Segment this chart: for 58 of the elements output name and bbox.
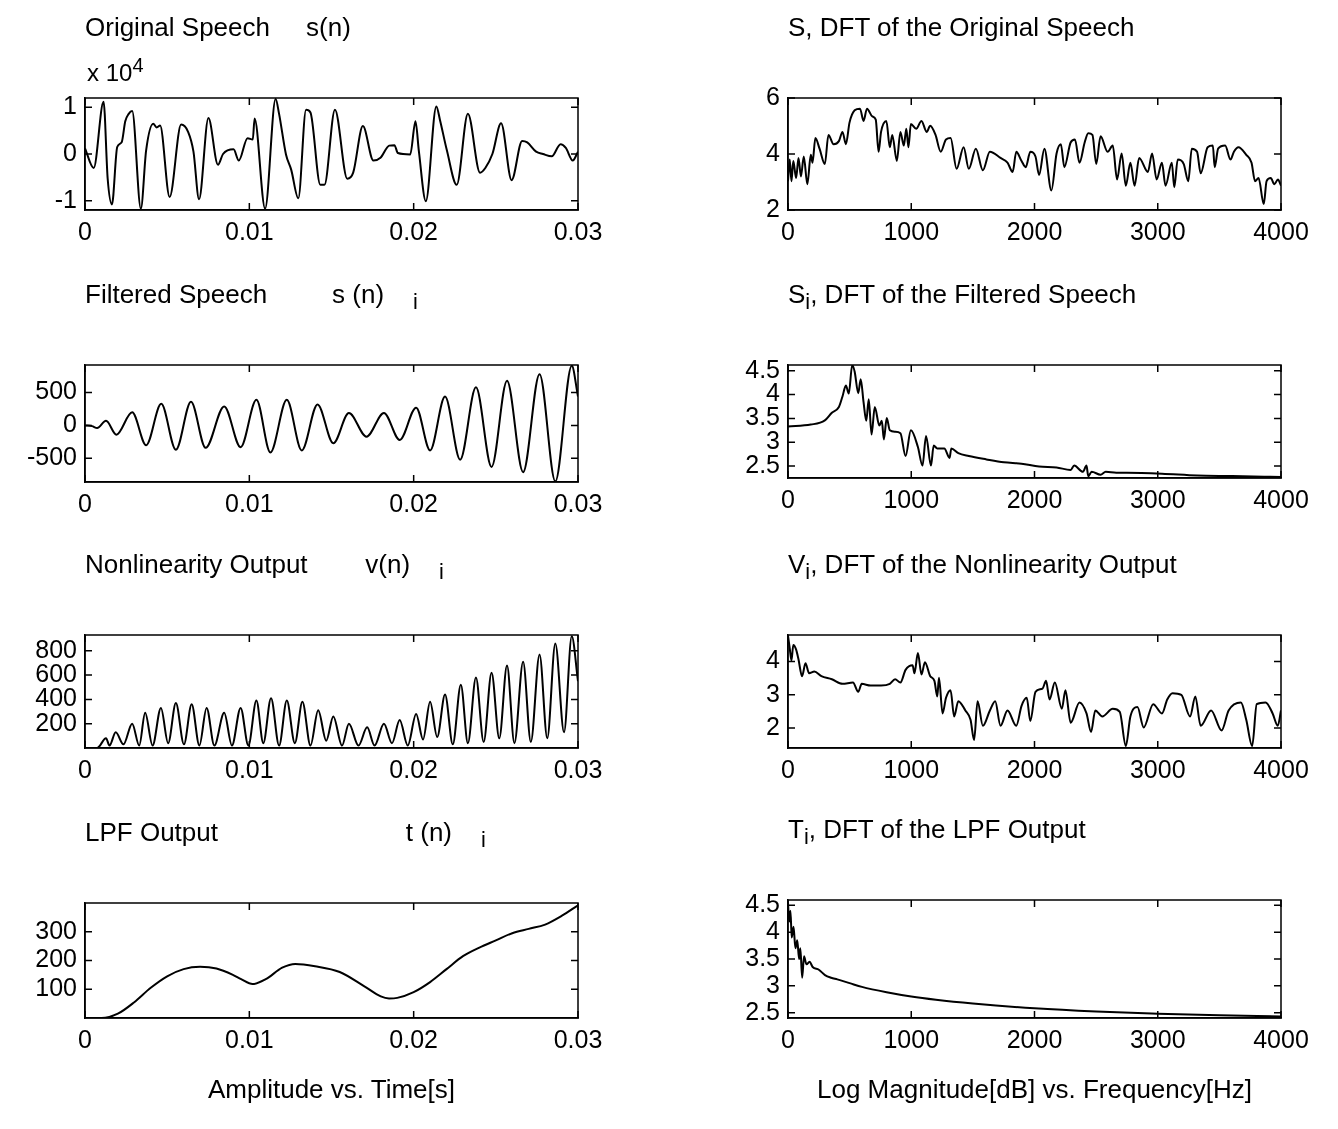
- chart-title: S, DFT of the Original Speech: [788, 12, 1135, 42]
- y-tick-label: 3: [766, 678, 780, 707]
- x-tick-label: 1000: [883, 754, 940, 783]
- chart-title: V$_{i}$, DFT of the Nonlinearity Output: [788, 549, 1177, 587]
- y-tick-label: 200: [35, 944, 77, 973]
- x-tick-label: 2000: [1006, 216, 1063, 245]
- x-tick-label: 0.01: [225, 1024, 274, 1053]
- x-tick-label: 0.01: [225, 488, 274, 517]
- y-tick-label: 100: [35, 973, 77, 1002]
- line-series: [85, 98, 578, 210]
- x-axis-title: Log Magnitude[dB] vs. Frequency[Hz]: [816, 1074, 1253, 1104]
- line-series: [85, 365, 578, 482]
- y-tick-label: -500: [26, 442, 77, 471]
- y-tick-label: 4: [766, 137, 781, 166]
- x-tick-label: 1000: [883, 216, 940, 245]
- y-tick-label: 300: [35, 915, 77, 944]
- chart-title: S$_{i}$, DFT of the Filtered Speech: [788, 279, 1137, 317]
- x-tick-label: 2000: [1006, 484, 1063, 513]
- y-tick-label: 500: [35, 376, 77, 405]
- x-tick-label: 0.01: [225, 216, 274, 245]
- x-tick-label: 4000: [1253, 754, 1309, 783]
- x-tick-label: 2000: [1006, 1024, 1063, 1053]
- x-tick-label: 3000: [1129, 216, 1186, 245]
- x-tick-label: 1000: [883, 484, 940, 513]
- x-tick-label: 0.03: [553, 1024, 603, 1053]
- x-axis-title: Amplitude vs. Time[s]: [206, 1074, 457, 1104]
- chart-title: Original Speech s(n): [85, 12, 351, 42]
- y-tick-label: -1: [54, 184, 77, 213]
- y-tick-label: 0: [63, 409, 77, 438]
- text: x 10$^{4}$: [87, 53, 144, 87]
- y-tick-label: 3: [766, 969, 780, 998]
- chart-title: T$_{i}$, DFT of the LPF Output: [788, 814, 1086, 852]
- x-tick-label: 0.02: [389, 1024, 438, 1053]
- x-tick-label: 4000: [1253, 1024, 1309, 1053]
- x-tick-label: 3000: [1129, 1024, 1186, 1053]
- y-tick-label: 2.5: [745, 996, 780, 1025]
- x-tick-label: 0.02: [389, 216, 438, 245]
- y-tick-label: 6: [766, 81, 780, 110]
- y-tick-label: 0: [63, 137, 77, 166]
- x-tick-label: 0.02: [389, 488, 438, 517]
- x-tick-label: 0.03: [553, 754, 603, 783]
- y-tick-label: 2: [766, 193, 780, 222]
- y-tick-label: 2: [766, 711, 780, 740]
- x-tick-label: 3000: [1129, 484, 1186, 513]
- x-tick-label: 0.03: [553, 216, 603, 245]
- x-tick-label: 4000: [1253, 216, 1309, 245]
- x-tick-label: 3000: [1129, 754, 1186, 783]
- y-tick-label: 4: [766, 916, 781, 945]
- y-tick-label: 4.5: [745, 889, 780, 918]
- x-tick-label: 0.02: [389, 754, 438, 783]
- y-tick-label: 3.5: [745, 942, 780, 971]
- x-tick-label: 4000: [1253, 484, 1309, 513]
- x-tick-label: 0.03: [553, 488, 603, 517]
- y-tick-label: 4: [766, 645, 781, 674]
- x-tick-label: 0.01: [225, 754, 274, 783]
- x-tick-label: 2000: [1006, 754, 1063, 783]
- y-tick-label: 1: [63, 91, 77, 120]
- x-tick-label: 1000: [883, 1024, 940, 1053]
